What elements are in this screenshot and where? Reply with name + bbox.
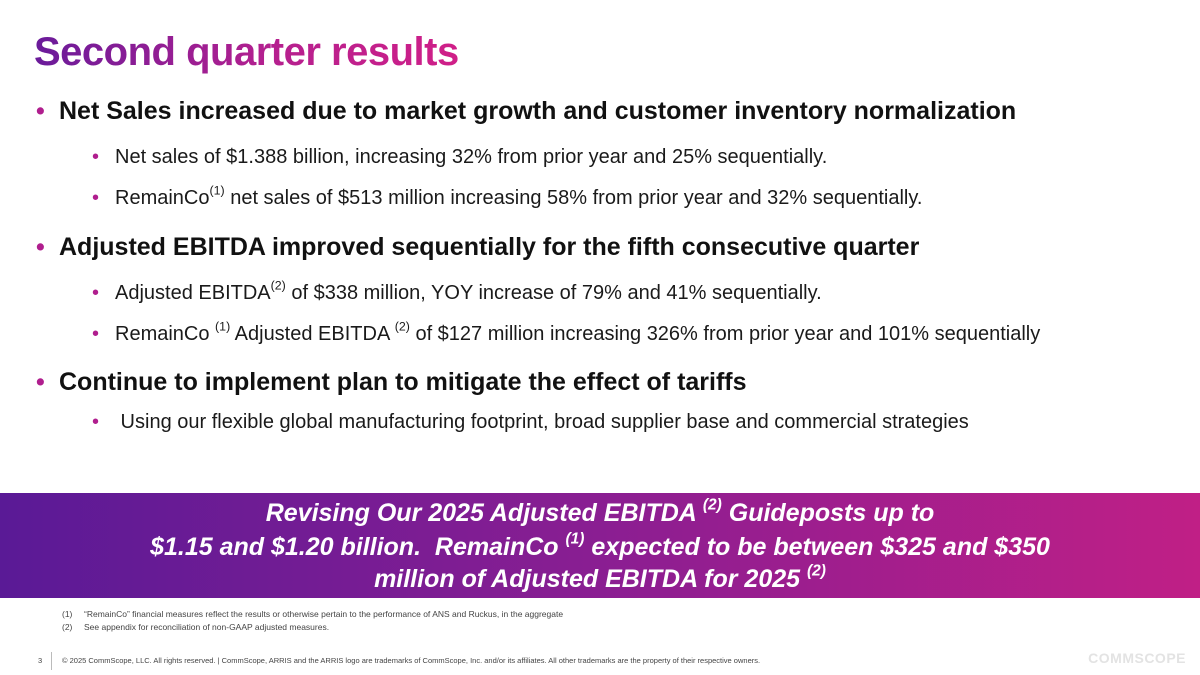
footer-divider (51, 652, 52, 670)
bullet-dot-icon: • (92, 146, 100, 168)
footnote-ref: (2) (702, 496, 722, 514)
footnote-ref: (1) (215, 319, 231, 334)
footnote: (2) See appendix for reconciliation of no… (62, 622, 330, 632)
footnote-ref: (2) (270, 278, 286, 293)
list-item: • RemainCo (1) Adjusted EBITDA (2) of $12… (92, 319, 1041, 345)
footnote-ref: (2) (806, 562, 826, 580)
bullet-dot-icon: • (36, 97, 45, 125)
banner-line: $1.15 and $1.20 billion. RemainCo (1) ex… (150, 530, 1050, 561)
banner-line: million of Adjusted EBITDA for 2025 (2) (374, 562, 826, 593)
list-item: • Using our flexible global manufacturin… (92, 411, 969, 433)
page-title: Second quarter results (34, 30, 459, 74)
list-item: • Net sales of $1.388 billion, increasing… (92, 146, 828, 168)
footnote-ref: (2) (394, 319, 410, 334)
list-item: • RemainCo(1) net sales of $513 million i… (92, 183, 923, 209)
footnotes: (1) “RemainCo” financial measures reflect… (62, 609, 563, 635)
section-heading-adjusted-ebitda: • Adjusted EBITDA improved sequentially f… (36, 233, 920, 261)
legal-notice: © 2025 CommScope, LLC. All rights reserv… (62, 656, 761, 665)
bullet-dot-icon: • (92, 282, 100, 304)
bullet-dot-icon: • (92, 323, 100, 345)
bullet-dot-icon: • (36, 233, 45, 261)
footnote-ref: (1) (209, 183, 225, 198)
guidance-banner: Revising Our 2025 Adjusted EBITDA (2) Gu… (0, 493, 1200, 598)
slide-footer: 3 © 2025 CommScope, LLC. All rights rese… (0, 650, 1200, 672)
footnote-ref: (1) (565, 530, 585, 548)
footnote: (1) “RemainCo” financial measures reflect… (62, 609, 564, 619)
section-heading-net-sales: • Net Sales increased due to market growt… (36, 97, 1017, 125)
banner-line: Revising Our 2025 Adjusted EBITDA (2) Gu… (265, 496, 935, 527)
bullet-dot-icon: • (92, 187, 100, 209)
page-number: 3 (38, 656, 43, 665)
bullet-dot-icon: • (36, 368, 45, 396)
commscope-logo: COMMSCOPE (1088, 650, 1186, 666)
section-heading-tariffs: • Continue to implement plan to mitigate … (36, 368, 747, 396)
list-item: • Adjusted EBITDA(2) of $338 million, YOY… (92, 278, 822, 304)
bullet-dot-icon: • (92, 411, 100, 433)
